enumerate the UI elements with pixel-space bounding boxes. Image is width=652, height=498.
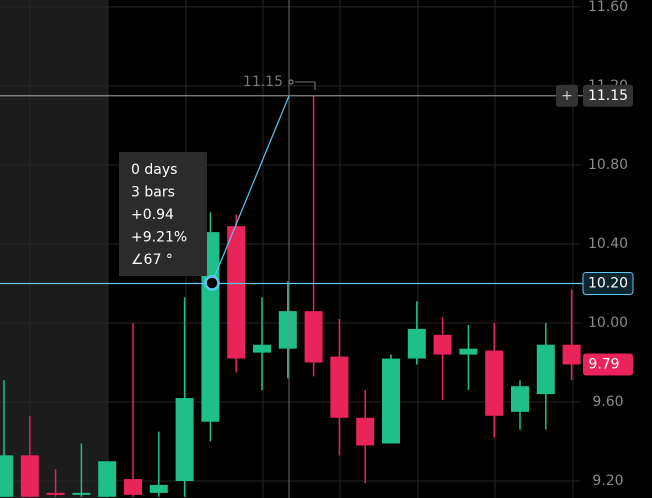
- shaded-region: [0, 0, 108, 498]
- candle-body: [20, 455, 39, 497]
- price-line-tag: [582, 271, 634, 295]
- candle-body: [356, 417, 375, 446]
- candle-body: [253, 344, 271, 353]
- candle-body: [124, 479, 142, 495]
- add-button-icon: +: [561, 88, 573, 104]
- y-tick-label: 11.60: [588, 0, 628, 15]
- candle-body: [330, 356, 349, 418]
- y-tick-label: 10.80: [588, 157, 628, 173]
- measure-dot-top: [288, 79, 294, 85]
- measure-tooltip-line: +9.21%: [131, 230, 187, 246]
- overlay: 10.20 + 11.15 9.79 11.15 0 days 3 bars +0.94 +9.…: [0, 0, 634, 498]
- candle-body: [46, 492, 65, 495]
- candle-body: [433, 334, 452, 355]
- price-line-label: 10.20: [588, 275, 628, 291]
- candle-body: [175, 398, 194, 482]
- candle-body: [227, 226, 246, 359]
- candle-body: [511, 386, 529, 412]
- crosshair-label: 11.15: [588, 88, 628, 104]
- measure-line: [211, 95, 290, 284]
- candle-body: [382, 358, 400, 444]
- measure-tooltip-line: 0 days: [131, 162, 177, 178]
- measure-tooltip-line: +0.94: [131, 207, 174, 223]
- candle-body: [72, 492, 91, 495]
- add-button: [556, 84, 578, 107]
- y-tick-label: 10.00: [588, 315, 628, 331]
- measure-label: 11.15: [243, 74, 283, 90]
- y-tick-label: 10.40: [588, 236, 628, 252]
- candle-body: [0, 455, 13, 497]
- candle-body: [562, 344, 581, 365]
- candle-body: [98, 461, 117, 497]
- candle-body: [536, 344, 555, 395]
- candle-body: [278, 311, 297, 349]
- candle-body: [304, 311, 323, 363]
- y-tick-label: 9.20: [592, 473, 623, 489]
- measure-tooltip: [119, 152, 207, 276]
- measure-tooltip-line: 3 bars: [131, 185, 175, 201]
- last-price-tag: [583, 353, 633, 376]
- candle-body: [485, 350, 504, 416]
- measure-tooltip-line: ∠67 °: [131, 252, 173, 268]
- crosshair-tag: [583, 84, 633, 107]
- measure-anchor: [204, 275, 220, 291]
- last-price-label: 9.79: [588, 356, 619, 372]
- candles: [0, 95, 581, 497]
- candle-body: [459, 348, 478, 355]
- y-tick-label: 9.60: [592, 394, 623, 410]
- measure-bracket: [295, 81, 316, 90]
- candle-body: [407, 328, 426, 359]
- candle-body: [149, 484, 168, 493]
